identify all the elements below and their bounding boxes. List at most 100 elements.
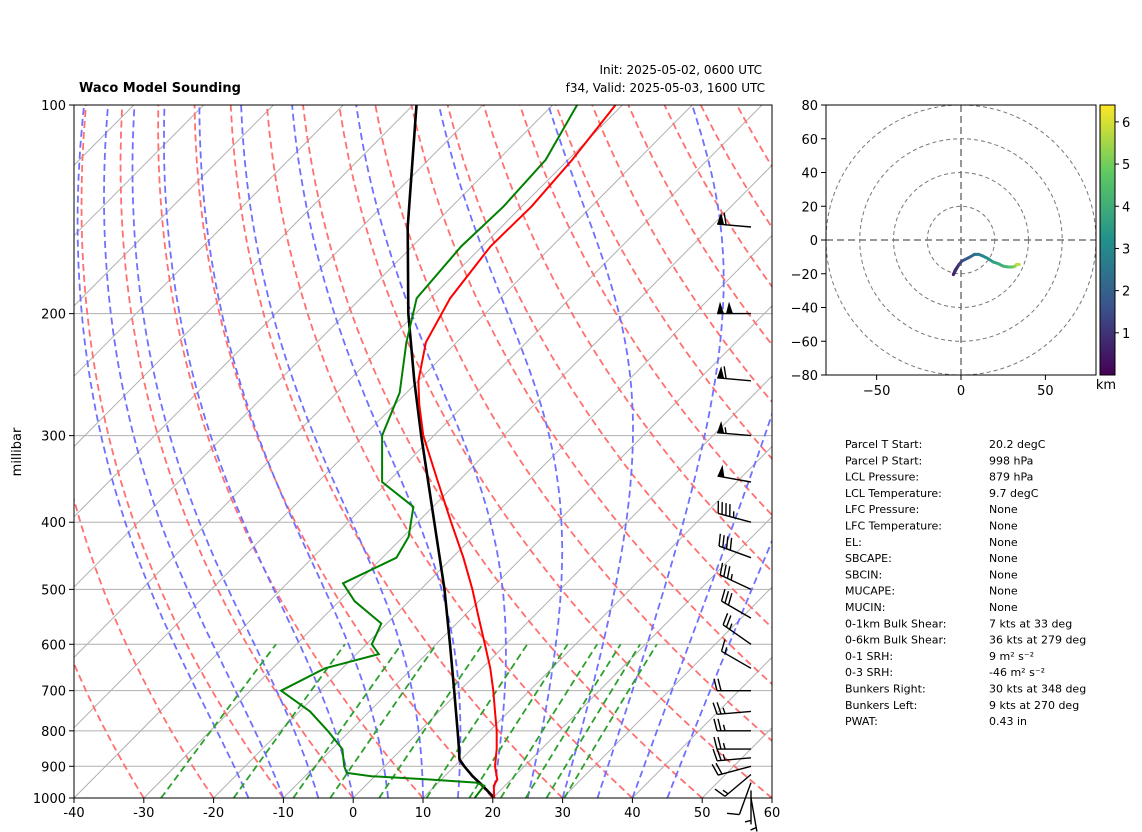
stat-label: MUCAPE: — [845, 585, 895, 598]
mixing-ratio-line — [545, 643, 641, 798]
dry-adiabat — [74, 661, 145, 798]
isotherm — [74, 105, 274, 307]
y-tick-label: 400 — [41, 516, 66, 531]
colorbar-tick-label: 6 — [1122, 116, 1130, 131]
hodograph: −50 0 50 −80 −60 −40 −20 0 20 40 60 80 1 2 3 4 5 6 km — [791, 99, 1131, 399]
stat-label: LCL Temperature: — [845, 487, 942, 500]
isotherm-grid — [74, 105, 772, 798]
wind-barb — [717, 301, 751, 315]
mixing-ratio-line — [425, 643, 529, 798]
init-time: Init: 2025-05-02, 0600 UTC — [599, 63, 762, 77]
dry-adiabat — [80, 105, 285, 798]
x-tick-label: 10 — [415, 806, 432, 821]
isotherm — [74, 105, 553, 588]
stat-label: 0-3 SRH: — [845, 666, 893, 679]
stat-value: 9.7 degC — [989, 487, 1039, 500]
dry-adiabat — [338, 105, 772, 798]
moist-adiabat — [438, 105, 564, 798]
x-tick-label: -40 — [63, 806, 84, 821]
x-tick-label: -30 — [133, 806, 154, 821]
x-tick-label: -20 — [203, 806, 224, 821]
stat-label: SBCIN: — [845, 568, 882, 581]
stats-table: Parcel T Start: 20.2 degC Parcel P Start: 9… — [845, 438, 1086, 728]
isotherm — [74, 105, 693, 729]
y-tick-label: 1000 — [33, 792, 66, 807]
x-tick-label: 40 — [624, 806, 641, 821]
chart-title: Waco Model Sounding — [79, 81, 241, 96]
dry-adiabat — [482, 105, 772, 573]
stat-label: PWAT: — [845, 715, 878, 728]
moist-adiabat — [198, 105, 389, 798]
stat-label: Parcel T Start: — [845, 438, 922, 451]
isotherm — [632, 656, 772, 798]
stat-label: LFC Pressure: — [845, 503, 919, 516]
moist-adiabat — [631, 411, 772, 798]
stat-label: Bunkers Left: — [845, 699, 917, 712]
x-tick-label: 30 — [554, 806, 571, 821]
hodo-y-tick-label: −80 — [791, 369, 818, 384]
wind-barb — [750, 797, 758, 832]
stat-label: LFC Temperature: — [845, 520, 942, 533]
isotherm — [771, 797, 772, 798]
hodo-y-tick-label: −20 — [791, 268, 818, 283]
y-tick-label: 300 — [41, 430, 66, 445]
moist-adiabat — [103, 105, 285, 798]
stat-value: 30 kts at 348 deg — [989, 683, 1086, 696]
mixing-ratio-lines — [160, 643, 658, 798]
skewt-axis-ticks: -40 -30 -20 -10 0 10 20 30 40 50 60 1000 900 800 700 60… — [33, 99, 780, 821]
dry-adiabats — [74, 105, 1142, 798]
mixing-ratio-line — [468, 643, 569, 798]
isobar-grid — [74, 105, 772, 798]
mixing-ratio-line — [232, 643, 346, 798]
stat-value: 879 hPa — [989, 471, 1033, 484]
y-tick-label: 600 — [41, 638, 66, 653]
mixing-ratio-line — [500, 643, 598, 798]
mixing-ratio-line — [563, 643, 658, 798]
stat-value: 9 m² s⁻² — [989, 650, 1034, 663]
hodo-y-tick-label: −60 — [791, 335, 818, 350]
moist-adiabat — [596, 105, 725, 798]
stat-label: 0-6km Bulk Shear: — [845, 634, 947, 647]
hodo-y-tick-label: 80 — [801, 99, 818, 114]
dry-adiabat — [773, 105, 1142, 798]
stat-value: 20.2 degC — [989, 438, 1046, 451]
moist-adiabat — [240, 105, 424, 798]
x-tick-label: 20 — [485, 806, 502, 821]
x-tick-label: 60 — [764, 806, 781, 821]
wind-barb — [719, 562, 752, 591]
hodo-y-tick-label: 20 — [801, 200, 818, 215]
colorbar-label: km — [1096, 378, 1116, 393]
stat-value: 998 hPa — [989, 454, 1033, 467]
y-axis-label: millibar — [10, 427, 25, 476]
stat-label: SBCAPE: — [845, 552, 892, 565]
stat-label: LCL Pressure: — [845, 471, 919, 484]
stat-value: None — [989, 552, 1018, 565]
wind-barb — [712, 702, 752, 716]
y-tick-label: 200 — [41, 308, 66, 323]
hodo-y-tick-label: 0 — [810, 234, 818, 249]
hodo-x-tick-label: 50 — [1037, 384, 1054, 399]
wind-barb — [717, 501, 752, 523]
mixing-ratio-line — [292, 643, 403, 798]
wind-barb — [722, 612, 752, 645]
wind-barb — [712, 748, 752, 762]
wind-barb — [726, 782, 752, 816]
stat-value: None — [989, 568, 1018, 581]
stat-value: None — [989, 585, 1018, 598]
hodo-y-tick-label: −40 — [791, 302, 818, 317]
isotherm — [74, 105, 414, 448]
wind-barb — [744, 790, 752, 825]
dewpoint-line — [279, 105, 578, 798]
mixing-ratio-line — [378, 643, 484, 798]
hodo-x-tick-label: 0 — [957, 384, 965, 399]
moist-adiabat — [547, 105, 634, 798]
stat-value: 9 kts at 270 deg — [989, 699, 1079, 712]
isotherm — [492, 516, 772, 798]
hodograph-axis-ticks: −50 0 50 −80 −60 −40 −20 0 20 40 60 80 — [791, 99, 1054, 399]
isotherm — [74, 105, 344, 377]
wind-barb — [714, 773, 752, 797]
isotherm — [352, 375, 772, 798]
colorbar-tick-label: 4 — [1122, 200, 1130, 215]
dry-adiabat — [229, 105, 564, 798]
